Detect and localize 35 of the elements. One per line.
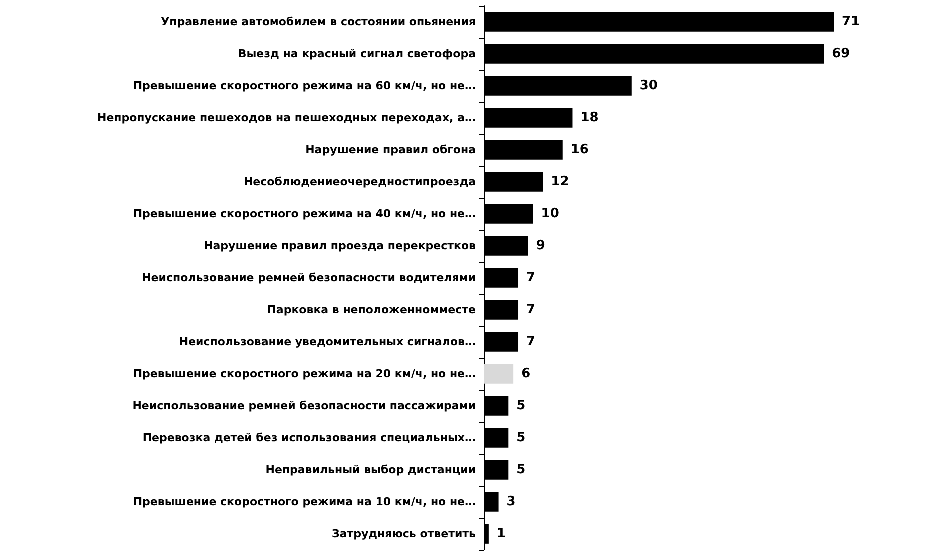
y-tick-label: Неиспользование уведомительных сигналов…	[179, 336, 476, 348]
y-tick-label: Затрудняюсь ответить	[332, 528, 476, 540]
data-label: 7	[526, 270, 536, 286]
data-label: 30	[640, 78, 658, 94]
data-label: 5	[516, 430, 526, 446]
y-tick-label: Управление автомобилем в состоянии опьянения	[161, 16, 476, 28]
data-label: 9	[536, 238, 546, 254]
data-label: 69	[832, 46, 850, 62]
y-tick-label: Неиспользование ремней безопасности пассажирами	[132, 400, 476, 412]
y-tick-label: Нарушение правил проезда перекрестков	[204, 240, 476, 252]
data-label: 7	[526, 334, 536, 350]
y-tick-label: Превышение скоростного режима на 20 км/ч, но не…	[133, 368, 476, 380]
bar	[484, 364, 514, 384]
data-label: 1	[496, 526, 506, 542]
y-tick-label: Парковка в неположенномместе	[267, 304, 476, 316]
y-tick-label: Превышение скоростного режима на 60 км/ч, но не…	[133, 80, 476, 92]
y-tick-label: Превышение скоростного режима на 10 км/ч, но не…	[133, 496, 476, 508]
data-label: 3	[506, 494, 516, 510]
data-label: 18	[580, 110, 599, 126]
y-tick-label: Непропускание пешеходов на пешеходных переходах, а…	[97, 112, 476, 124]
y-tick-label: Превышение скоростного режима на 40 км/ч, но не…	[133, 208, 476, 220]
y-tick-label: Неиспользование ремней безопасности водителями	[142, 272, 476, 284]
data-label: 7	[526, 302, 536, 318]
data-label: 10	[541, 206, 560, 222]
data-label: 12	[551, 174, 570, 190]
y-tick-label: Несоблюдениеочередностипроезда	[244, 176, 476, 188]
y-tick-label: Перевозка детей без использования специальных…	[142, 432, 476, 444]
y-tick-label: Неправильный выбор дистанции	[266, 464, 476, 476]
data-label: 71	[842, 14, 860, 30]
data-label: 5	[516, 462, 526, 478]
y-tick-label: Нарушение правил обгона	[306, 144, 476, 156]
data-label: 5	[516, 398, 526, 414]
data-label: 6	[522, 366, 531, 382]
data-label: 16	[570, 142, 589, 158]
y-tick-label: Выезд на красный сигнал светофора	[238, 48, 476, 60]
